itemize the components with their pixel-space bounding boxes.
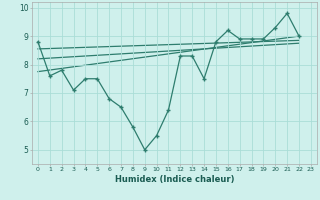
X-axis label: Humidex (Indice chaleur): Humidex (Indice chaleur) (115, 175, 234, 184)
